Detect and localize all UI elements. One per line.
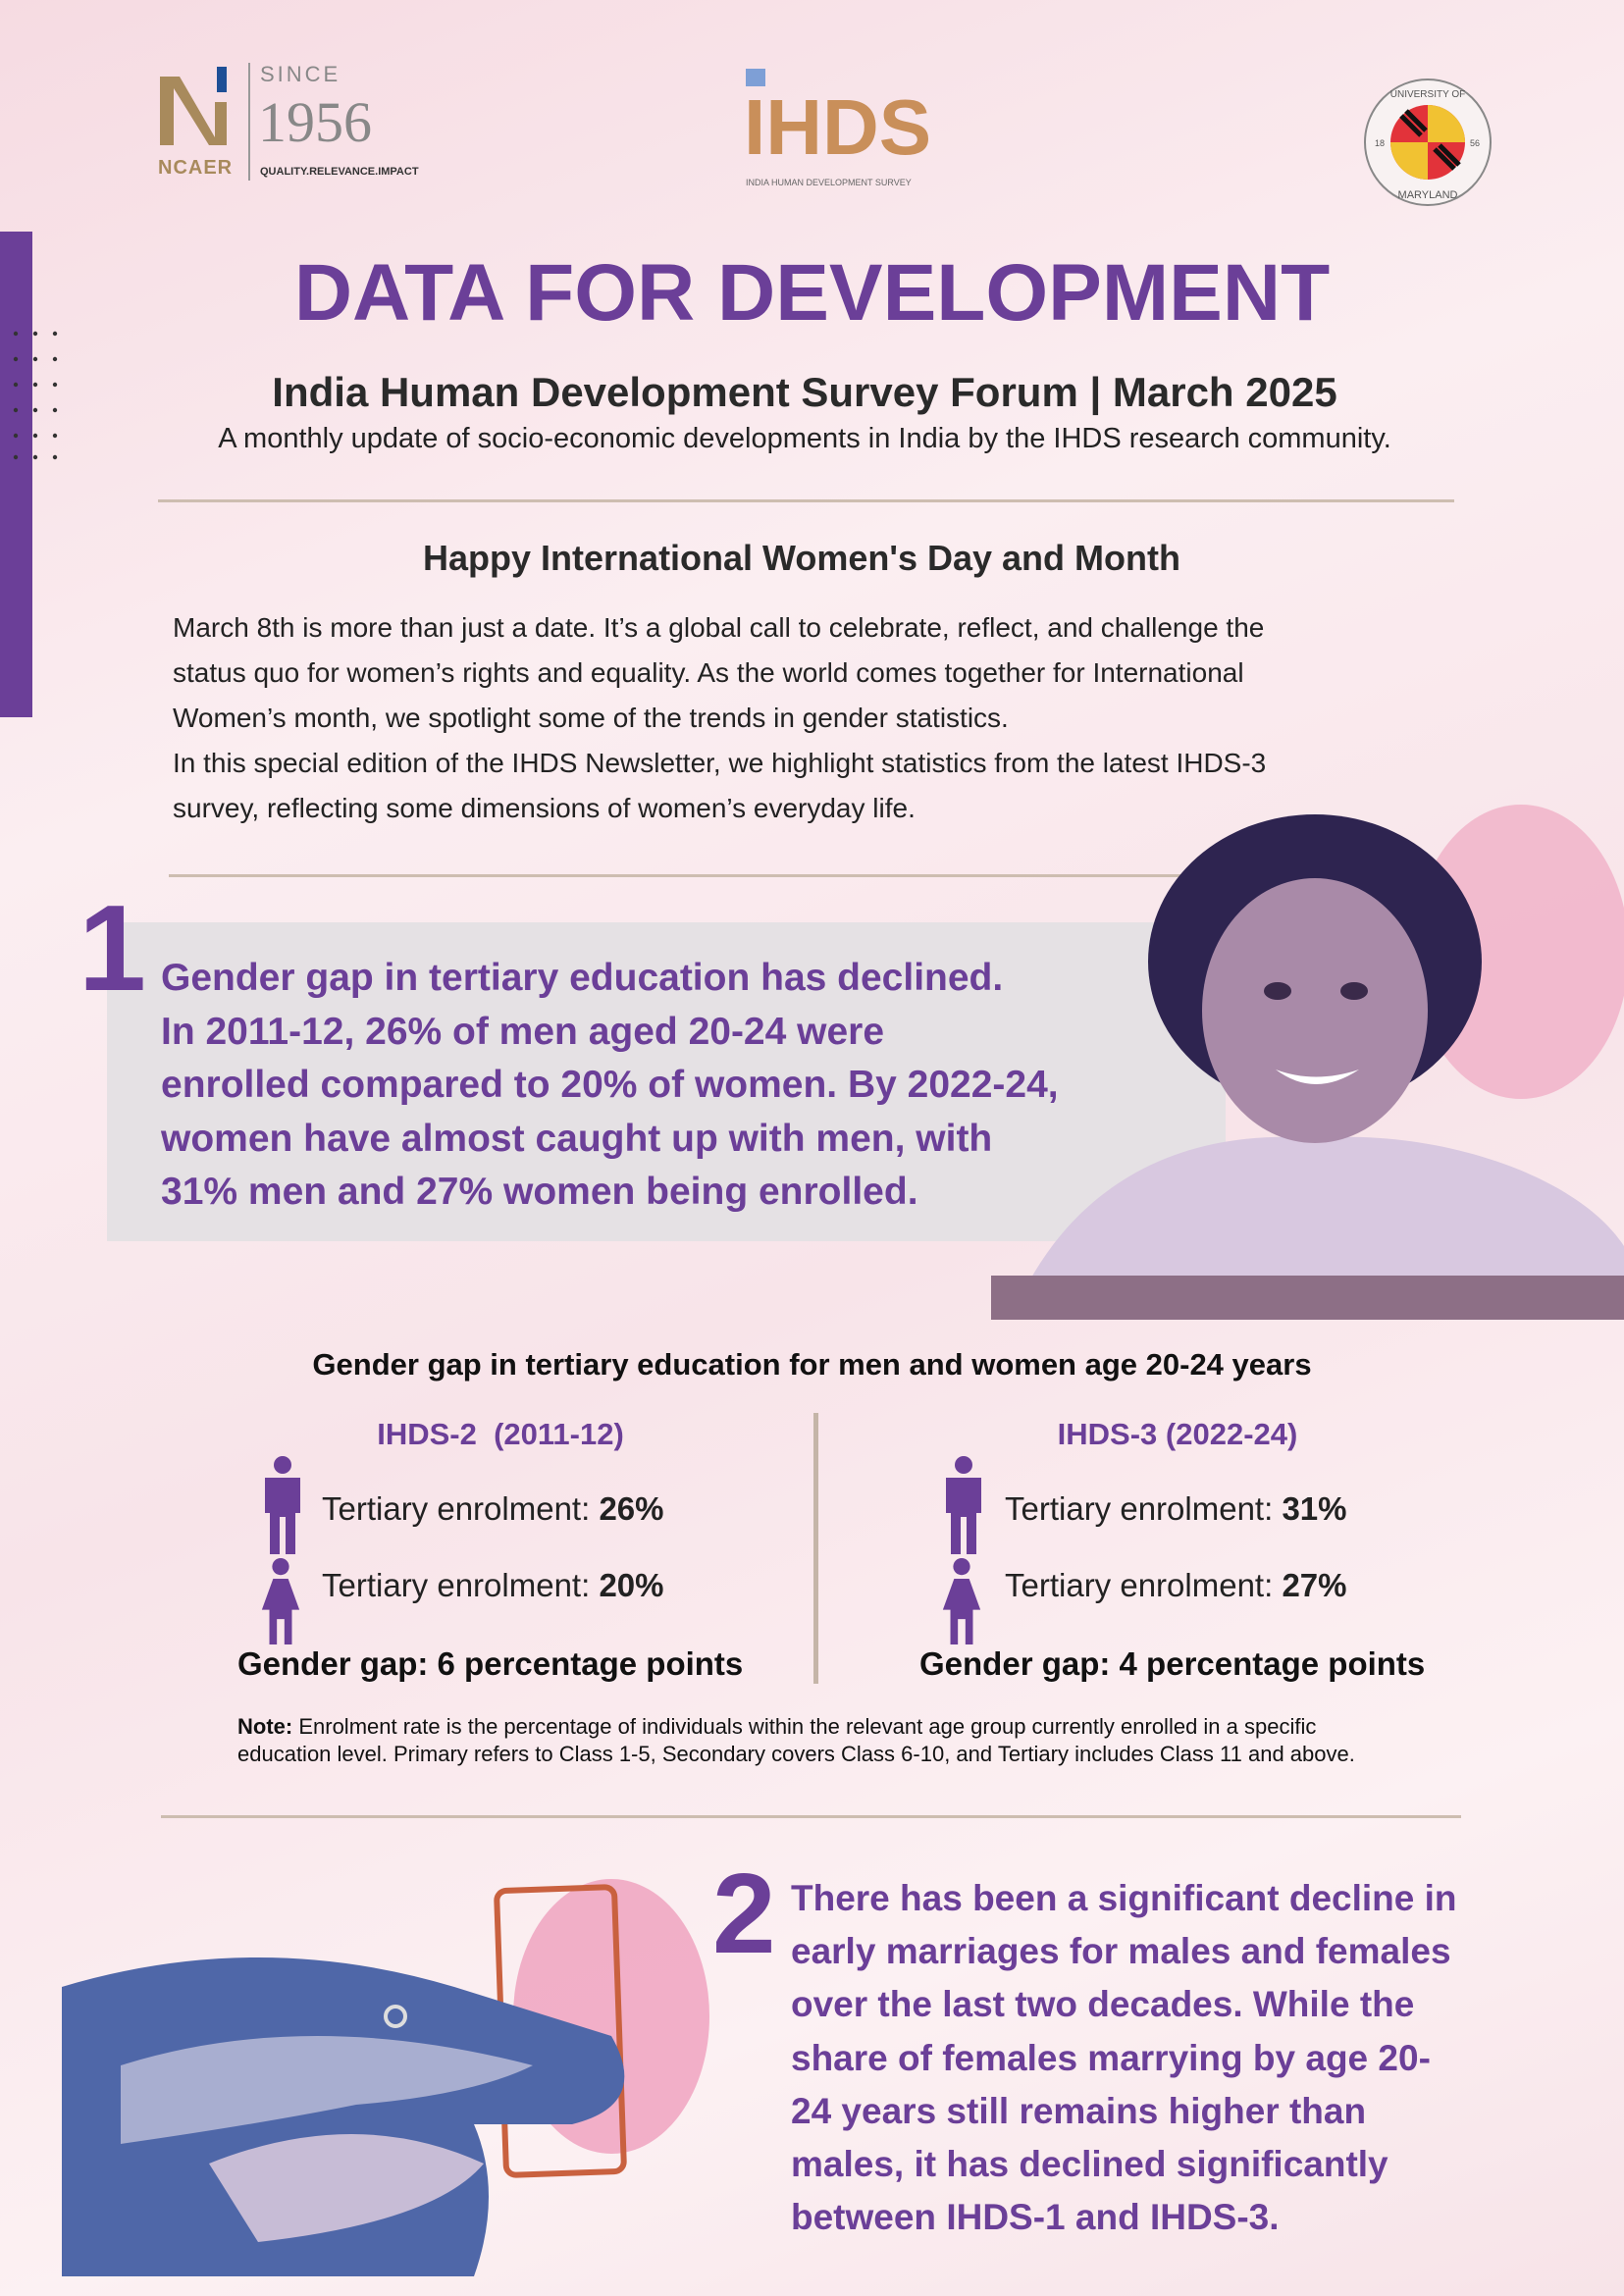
intro-line: Women’s month, we spotlight some of the … (173, 703, 1009, 733)
women-value: 27% (1282, 1567, 1347, 1603)
section-number-2: 2 (712, 1850, 776, 1977)
section-number-1: 1 (79, 881, 146, 1017)
page-title: DATA FOR DEVELOPMENT (293, 248, 1331, 338)
ncaer-n-mark (160, 67, 227, 145)
men-enrolment-ihds2: Tertiary enrolment: 26% (322, 1490, 664, 1527)
left-accent-bar (0, 232, 32, 717)
intro-line: March 8th is more than just a date. It’s… (173, 612, 1265, 643)
section-2-line: share of females marrying by age 20- (791, 2037, 1431, 2078)
note-label: Note: (237, 1714, 293, 1739)
woman-icon (261, 1558, 300, 1644)
panel-heading-ihds2: IHDS-2 (2011-12) (377, 1417, 624, 1451)
tagline: A monthly update of socio-economic devel… (218, 423, 1391, 454)
ncaer-separator (248, 63, 250, 181)
intro-paragraph: March 8th is more than just a date. It’s… (173, 605, 1266, 831)
section-2-line: males, it has declined significantly (791, 2144, 1388, 2185)
ncaer-year: 1956 (258, 90, 372, 154)
women-enrolment-ihds2: Tertiary enrolment: 20% (322, 1567, 664, 1603)
section-1-line: Gender gap in tertiary education has dec… (161, 957, 1004, 999)
umd-seal-bottom-text: MARYLAND (1398, 189, 1458, 201)
section-1-line: women have almost caught up with men, wi… (161, 1117, 993, 1160)
section-2-line: There has been a significant decline in (791, 1878, 1457, 1918)
umd-seal-right-number: 56 (1470, 138, 1480, 148)
subtitle: India Human Development Survey Forum | M… (272, 369, 1337, 415)
man-icon (265, 1456, 300, 1554)
note: Note: Enrolment rate is the percentage o… (237, 1714, 1355, 1766)
ncaer-name: NCAER (158, 157, 234, 179)
girl-photo (991, 805, 1624, 1320)
dot-grid-decoration (13, 331, 58, 460)
divider (169, 874, 1209, 877)
ncaer-since: SINCE (260, 62, 341, 86)
highlight-box-1 (107, 922, 1226, 1241)
intro-line: In this special edition of the IHDS News… (173, 748, 1267, 778)
men-value: 31% (1282, 1490, 1347, 1527)
gender-gap-ihds3: Gender gap: 4 percentage points (919, 1645, 1426, 1682)
section-2-line: over the last two decades. While the (791, 1984, 1415, 2025)
women-enrolment-ihds3: Tertiary enrolment: 27% (1005, 1567, 1347, 1603)
section-2-line: early marriages for males and females (791, 1931, 1451, 1972)
section-1-text: Gender gap in tertiary education has dec… (161, 952, 1059, 1220)
umd-seal: 18 56 UNIVERSITY OF MARYLAND (1362, 77, 1493, 208)
divider (161, 1815, 1461, 1818)
men-enrolment-ihds3: Tertiary enrolment: 31% (1005, 1490, 1347, 1527)
intro-line: status quo for women’s rights and equali… (173, 657, 1244, 688)
intro-heading: Happy International Women's Day and Mont… (423, 538, 1180, 578)
man-icon (946, 1456, 981, 1554)
women-value: 20% (599, 1567, 664, 1603)
men-value: 26% (599, 1490, 664, 1527)
section-2-line: between IHDS-1 and IHDS-3. (791, 2197, 1280, 2238)
ihds-logo: IHDS INDIA HUMAN DEVELOPMENT SURVEY (744, 69, 989, 192)
woman-icon (942, 1558, 981, 1644)
ihds-i-dot (746, 69, 765, 86)
panel-heading-ihds3: IHDS-3 (2022-24) (1057, 1417, 1298, 1451)
section-1-line: In 2011-12, 26% of men aged 20-24 were (161, 1010, 885, 1053)
hands-ring-photo (62, 1869, 709, 2276)
gender-gap-ihds2: Gender gap: 6 percentage points (237, 1645, 744, 1682)
intro-line: survey, reflecting some dimensions of wo… (173, 793, 916, 823)
ihds-tagline: INDIA HUMAN DEVELOPMENT SURVEY (746, 178, 912, 187)
ncaer-logo: NCAER SINCE 1956 QUALITY.RELEVANCE.IMPAC… (158, 63, 423, 184)
divider (158, 499, 1454, 502)
section-2-line: 24 years still remains higher than (791, 2090, 1367, 2131)
note-line: education level. Primary refers to Class… (237, 1742, 1355, 1766)
ncaer-tagline: QUALITY.RELEVANCE.IMPACT (260, 166, 419, 178)
section-2-text: There has been a significant decline in … (791, 1872, 1457, 2244)
infographic-title: Gender gap in tertiary education for men… (312, 1347, 1312, 1382)
section-1-line: 31% men and 27% women being enrolled. (161, 1171, 918, 1213)
umd-seal-left-number: 18 (1375, 138, 1385, 148)
section-1-line: enrolled compared to 20% of women. By 20… (161, 1064, 1059, 1106)
ihds-wordmark: IHDS (744, 83, 932, 171)
panel-divider (813, 1413, 818, 1684)
umd-seal-top-text: UNIVERSITY OF (1390, 89, 1466, 100)
